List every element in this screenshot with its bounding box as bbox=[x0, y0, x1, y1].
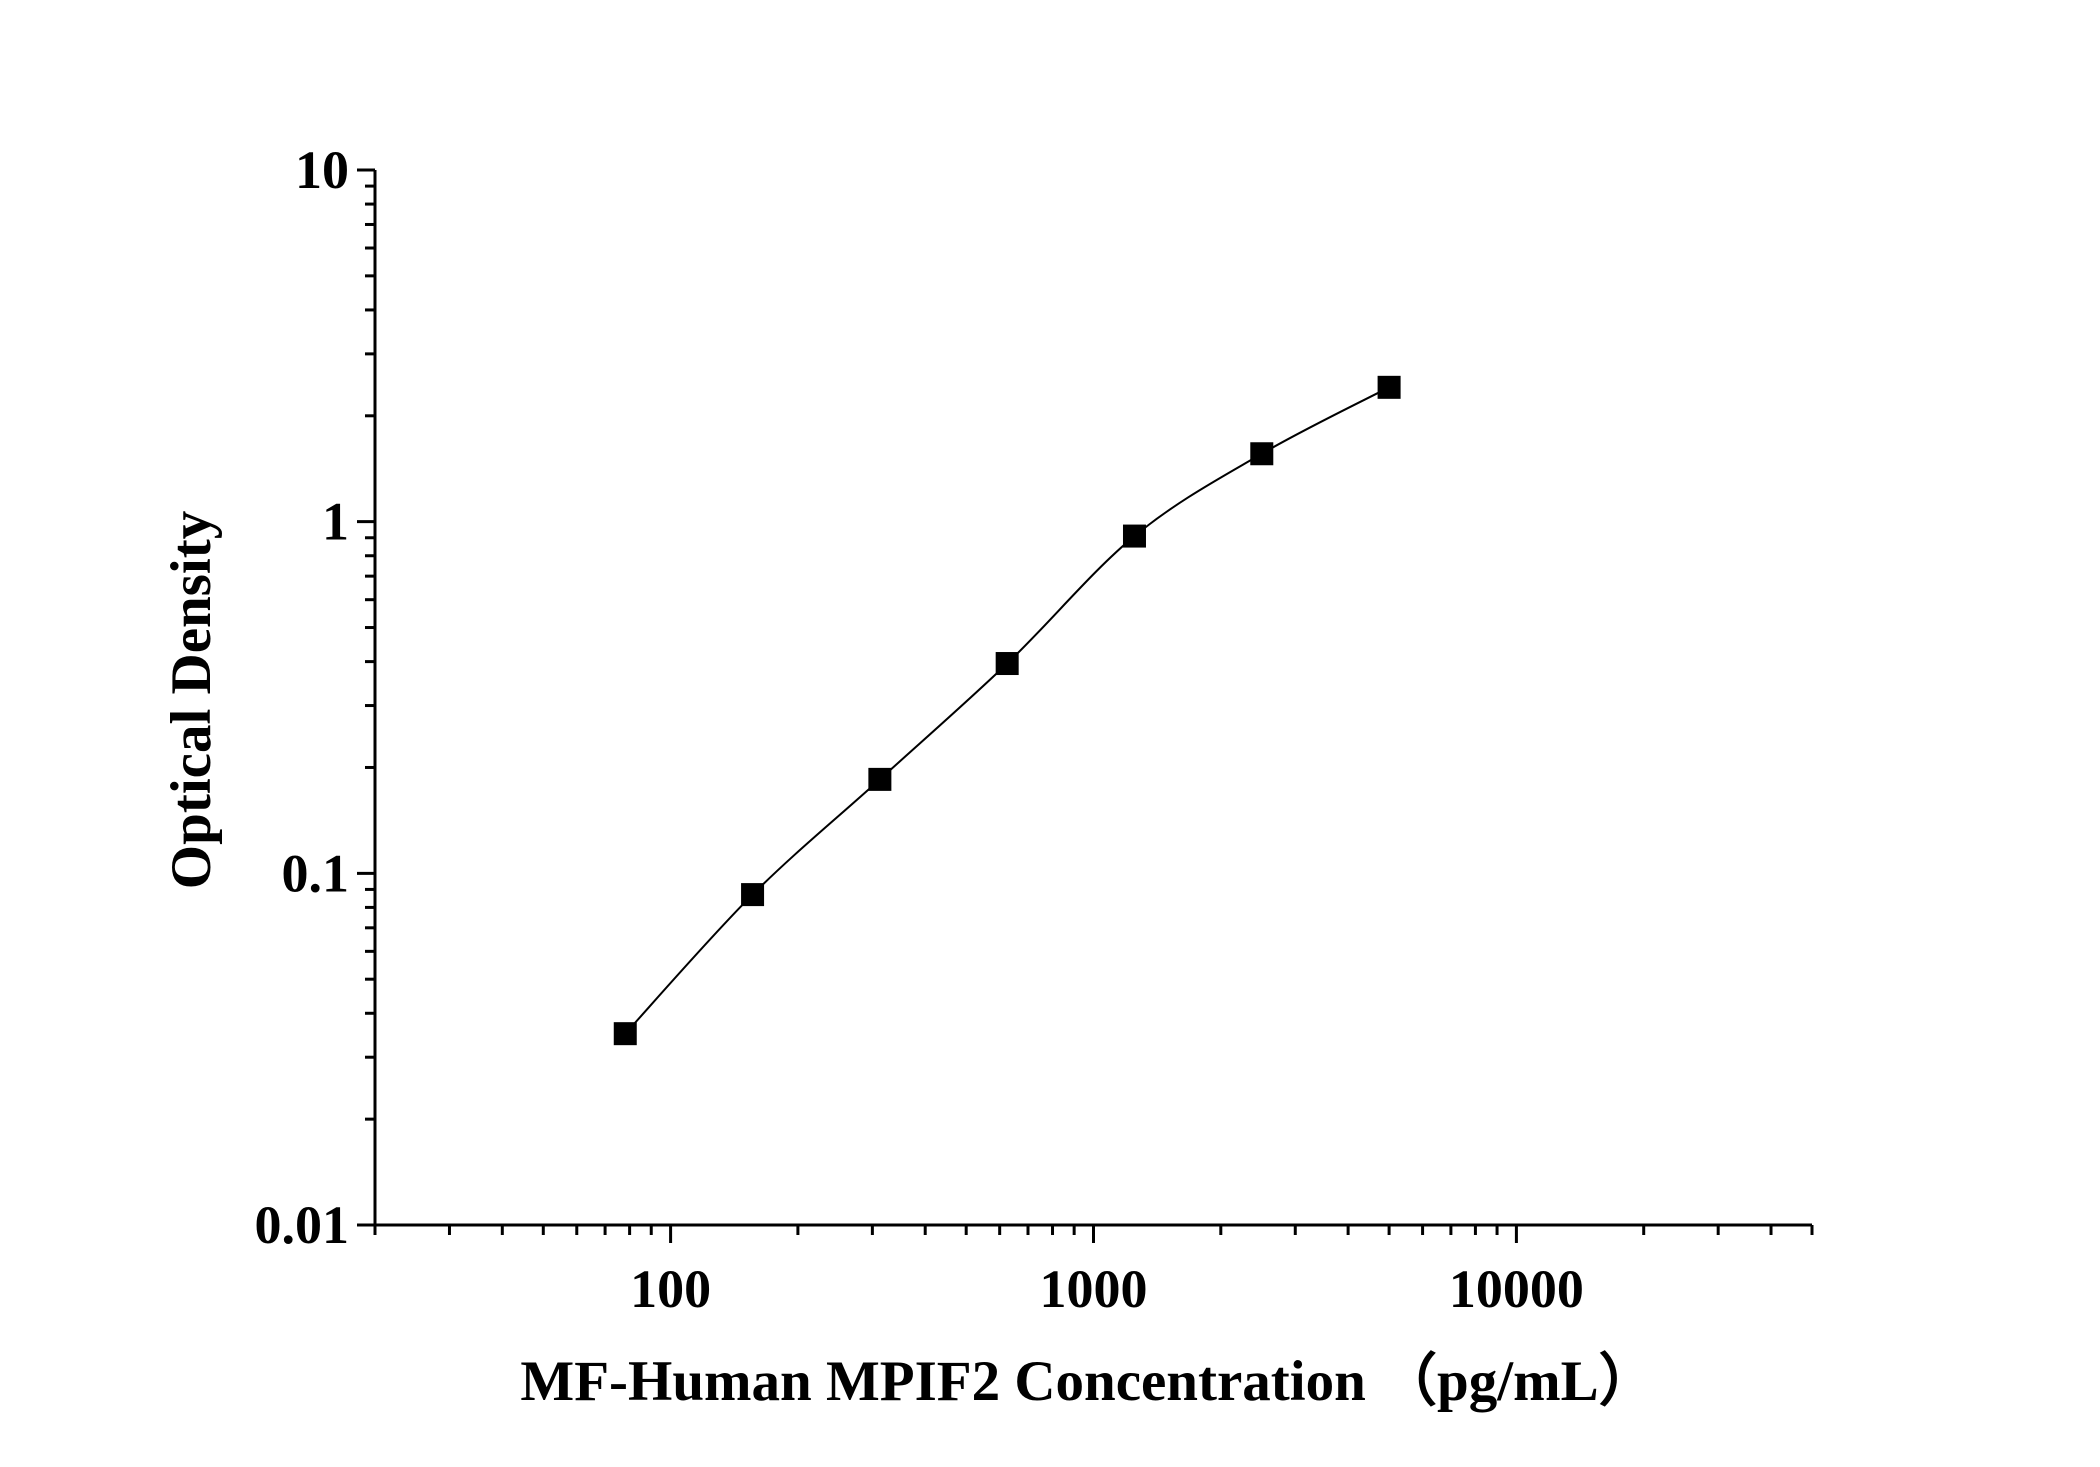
data-point bbox=[868, 767, 892, 791]
data-point bbox=[1377, 375, 1401, 399]
y-tick-label: 0.01 bbox=[255, 1195, 350, 1255]
tick-marks bbox=[357, 168, 1814, 1243]
x-tick-label: 1000 bbox=[1040, 1259, 1148, 1319]
x-axis-title: MF-Human MPIF2 Concentration （pg/mL） bbox=[520, 1350, 1655, 1413]
y-axis-title: Optical Density bbox=[160, 511, 223, 889]
data-point bbox=[613, 1022, 637, 1046]
x-tick-label: 10000 bbox=[1449, 1259, 1584, 1319]
axes bbox=[373, 170, 1812, 1227]
y-tick-label: 0.1 bbox=[282, 843, 350, 903]
data-point bbox=[741, 883, 765, 907]
y-tick-label: 1 bbox=[322, 492, 349, 552]
fit-curve-layer bbox=[624, 386, 1390, 1035]
tick-labels: 100 1000 10000 0.01 0.1 1 10 bbox=[255, 140, 1584, 1319]
fit-curve bbox=[624, 386, 1390, 1035]
x-tick-label: 100 bbox=[630, 1259, 711, 1319]
data-point bbox=[1122, 524, 1146, 548]
data-points bbox=[613, 375, 1401, 1046]
y-tick-label: 10 bbox=[295, 140, 349, 200]
data-point bbox=[995, 652, 1019, 676]
data-point bbox=[1250, 442, 1274, 466]
